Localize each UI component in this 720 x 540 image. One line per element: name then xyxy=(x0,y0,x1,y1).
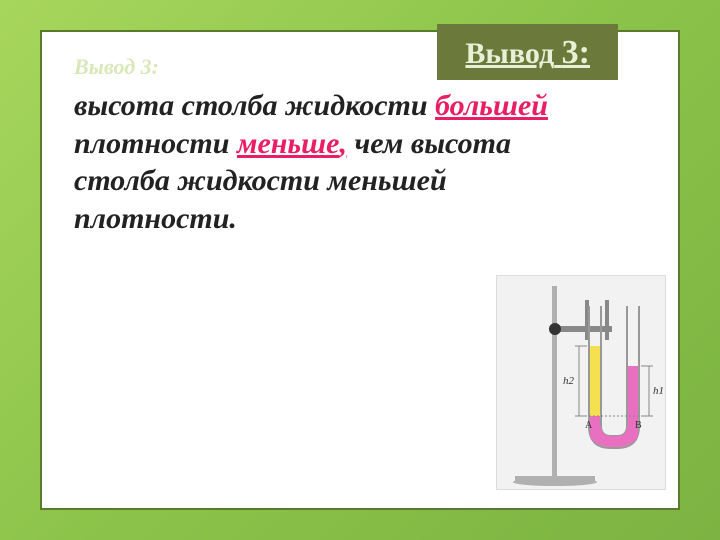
h1-label: h1 xyxy=(653,385,664,397)
stand-rod xyxy=(552,286,557,481)
title-number: 3: xyxy=(562,34,590,71)
clamp-jaw-right xyxy=(605,300,609,340)
u-tube-diagram: h2 h1 A B xyxy=(496,275,666,490)
watermark-text: Вывод 3: xyxy=(74,54,159,80)
diagram-svg: h2 h1 A B xyxy=(497,276,667,491)
clamp-knob xyxy=(549,323,561,335)
text-part-2: плотности xyxy=(74,127,237,160)
h2-label: h2 xyxy=(563,375,575,387)
slide-frame: Вывод 3: Вывод 3: высота столба жидкости… xyxy=(40,30,680,510)
title-word: Вывод xyxy=(465,37,554,70)
highlight-menshe: меньше xyxy=(237,127,340,160)
highlight-bolshey: большей xyxy=(435,89,548,122)
text-period: . xyxy=(229,202,237,235)
conclusion-text: высота столба жидкости большей плотности… xyxy=(74,87,594,237)
A-label: A xyxy=(585,420,593,431)
B-label: B xyxy=(635,420,642,431)
text-part-1: высота столба жидкости xyxy=(74,89,435,122)
red-comma: , xyxy=(339,127,347,160)
title-tab: Вывод 3: xyxy=(437,24,618,80)
liquid-left-yellow xyxy=(590,346,600,416)
